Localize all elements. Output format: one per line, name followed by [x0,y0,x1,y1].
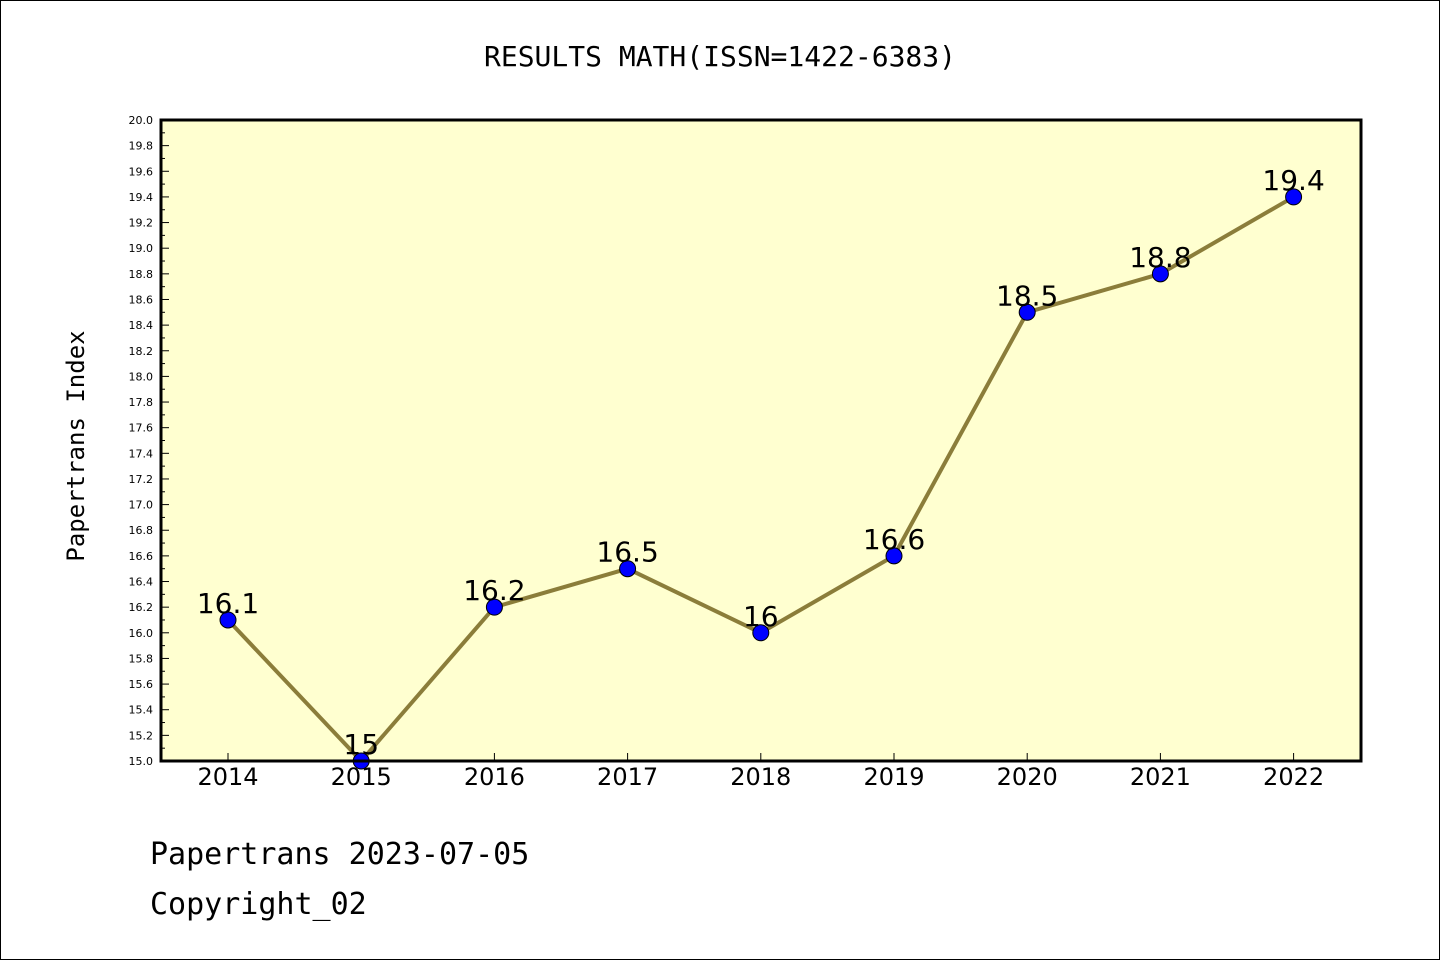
y-tick-label: 16.4 [129,576,154,589]
data-label: 19.4 [1262,164,1324,197]
data-label: 16 [743,600,779,633]
x-tick-label: 2017 [597,763,658,791]
y-tick-label: 17.4 [129,447,154,460]
data-label-group: 16.1 15 16.2 16.5 16 16.6 18.5 18.8 19.4 [197,164,1325,761]
series-line-segment [226,617,364,763]
y-tick-label: 19.4 [129,191,154,204]
footer-date-text: Papertrans 2023-07-05 [150,837,529,872]
series-line-segment [758,553,896,635]
data-point-marker [1151,265,1169,283]
data-point-marker [1018,303,1036,321]
series-line-segment [359,605,497,763]
y-tick-label: 16.0 [129,627,154,640]
y-tick-label: 19.6 [129,165,154,178]
y-tick-label: 20.0 [129,114,154,127]
data-point-marker [1285,188,1303,206]
data-label: 16.1 [197,587,259,620]
y-tick-label: 18.0 [129,370,154,383]
x-tick-label: 2018 [730,763,791,791]
y-tick-label: 18.4 [129,319,154,332]
x-tick-label: 2019 [863,763,924,791]
data-point-marker [485,598,503,616]
x-axis: 2014 2015 2016 2017 2018 2019 2020 2021 2022 [197,753,1324,791]
y-tick-label: 18.8 [129,268,154,281]
y-tick-label: 19.2 [129,217,154,230]
y-tick-label: 19.0 [129,242,154,255]
y-axis-label: Papertrans Index [62,330,90,561]
footer-copyright-text: Copyright_02 [150,887,367,922]
plot-area [161,120,1361,761]
data-label: 16.6 [863,523,925,556]
data-point-marker [752,624,770,642]
y-tick-label: 18.6 [129,293,154,306]
y-tick-label: 15.8 [129,652,154,665]
data-label: 16.5 [596,536,658,569]
y-tick-label: 16.8 [129,524,154,537]
y-tick-label: 17.6 [129,422,154,435]
y-tick-label: 16.6 [129,550,154,563]
y-tick-label: 19.8 [129,140,154,153]
y-tick-label: 17.0 [129,499,154,512]
x-tick-label: 2016 [464,763,525,791]
y-tick-label: 18.2 [129,345,154,358]
y-axis: 15.0 15.2 15.4 15.6 15.8 16.0 16.2 16.4 16.6 16.8… [129,114,169,768]
series-line-segment [1158,194,1296,276]
x-tick-label: 2021 [1130,763,1191,791]
chart-title: RESULTS MATH(ISSN=1422-6383) [484,40,956,73]
series-line-segment [892,310,1030,558]
y-tick-label: 17.8 [129,396,154,409]
data-label: 15 [343,728,379,761]
data-label: 18.5 [996,279,1058,312]
y-tick-label: 16.2 [129,601,154,614]
series-line-segment [625,566,763,635]
y-tick-label: 15.0 [129,755,154,768]
marker-group [219,188,1303,770]
y-tick-label: 15.6 [129,678,154,691]
y-tick-label: 15.2 [129,729,154,742]
x-tick-label: 2014 [197,763,258,791]
data-label: 18.8 [1129,241,1191,274]
data-point-marker [619,560,637,578]
series-line-segment [492,566,630,610]
data-point-marker [219,611,237,629]
x-tick-label: 2022 [1263,763,1324,791]
x-tick-label: 2020 [997,763,1058,791]
series-line-segment [1025,271,1163,315]
y-tick-label: 15.4 [129,704,154,717]
y-tick-label: 17.2 [129,473,154,486]
plot-border [159,118,1363,763]
data-label: 16.2 [463,574,525,607]
data-point-marker [885,547,903,565]
series-line-group [226,194,1296,763]
